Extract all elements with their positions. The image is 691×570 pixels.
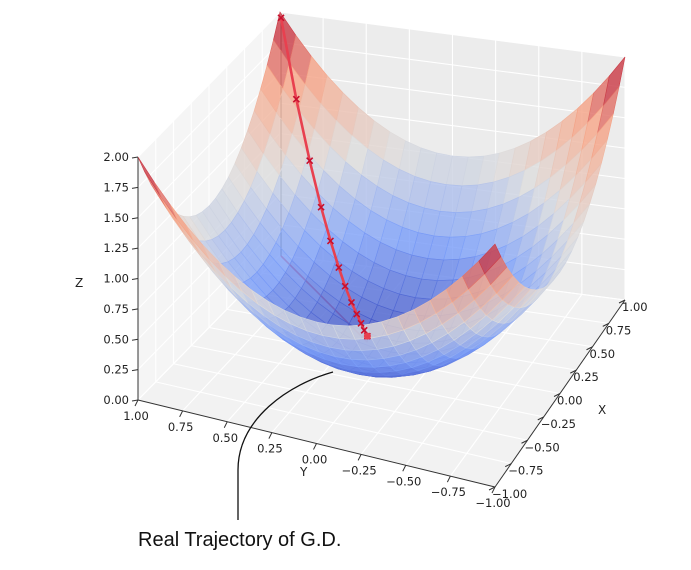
annotation-leader-line [237,371,334,520]
y-tick-label: −1.00 [475,496,510,510]
y-tick-label: 0.00 [302,453,328,467]
z-tick-label: 2.00 [103,150,129,164]
z-tick-label: 1.50 [103,211,129,225]
grid-line-z-right [279,11,626,58]
x-tick-label: −0.50 [525,440,560,454]
x-tick-mark [521,439,528,444]
z-axis-label: Z [75,276,83,290]
z-tick-label: 1.25 [103,241,129,255]
gradient-descent-trajectory [277,14,371,340]
trajectory-point-marker [360,326,368,334]
y-tick-label: 0.25 [257,442,283,456]
axis-ticks: 1.00 0.75 0.50 0.25 0.00 −0.25 −0.50 −0.75 −1.00… [103,150,647,510]
x-tick-label: −1.00 [492,487,527,501]
trajectory-point-marker [357,319,365,327]
grid-line-z-right [279,72,626,119]
y-tick-label: 1.00 [123,409,149,423]
y-axis-label: Y [299,465,308,479]
trajectory-point-marker [292,95,300,103]
trajectory-point-marker [353,310,361,318]
trajectory-point-marker [335,264,343,272]
z-tick-label: 0.75 [103,302,129,316]
grid-line-z-left [137,41,281,188]
z-tick-mark [131,399,139,402]
y-tick-label: −0.50 [386,474,421,488]
x-tick-label: −0.75 [508,464,543,478]
y-tick-mark [134,399,139,407]
y-tick-mark [313,443,317,450]
z-tick-label: 0.50 [103,332,129,346]
y-tick-label: 0.75 [168,420,194,434]
trajectory-point-marker [347,298,356,307]
surface-facet [478,243,502,275]
trajectory-point-marker [326,237,335,245]
trajectory-end-point [363,332,371,340]
x-tick-mark [570,369,577,374]
loss-surface [137,11,626,378]
y-tick-mark [179,410,184,418]
grid-line-z-left [137,11,281,158]
trajectory-point-marker [341,282,349,290]
grid-line-y-floor [449,294,583,477]
y-tick-mark [223,421,228,428]
z-tick-mark [131,278,139,280]
annotation-caption: Real Trajectory of G.D. [138,529,341,551]
x-axis-label: X [598,403,606,417]
x-tick-label: 0.50 [590,347,616,361]
trajectory-point-marker [317,203,325,211]
x-tick-label: 0.25 [573,370,599,384]
y-tick-mark [491,486,496,494]
z-tick-label: 1.75 [103,180,129,194]
z-tick-mark [131,247,139,250]
y-tick-label: −0.25 [342,463,377,477]
z-tick-mark [131,308,139,311]
z-tick-mark [131,338,139,341]
z-tick-mark [131,217,139,220]
x-tick-mark [602,322,609,327]
x-tick-label: 1.00 [622,300,648,314]
x-tick-mark [505,463,512,468]
grid-line-z-right [279,41,626,88]
z-tick-mark [131,369,139,372]
trajectory-point-marker [277,14,285,22]
x-tick-mark [488,486,496,491]
z-tick-label: 1.00 [103,272,129,286]
z-tick-label: 0.00 [103,393,129,407]
x-tick-mark [553,393,561,397]
x-tick-mark [586,346,593,351]
x-tick-label: 0.75 [606,323,632,337]
y-tick-mark [357,454,362,461]
y-tick-label: 0.50 [212,431,238,445]
z-tick-mark [131,156,139,159]
y-tick-mark [402,465,407,472]
z-tick-mark [131,186,139,189]
x-tick-label: 0.00 [557,394,583,408]
z-tick-label: 0.25 [103,363,129,377]
trajectory-point-marker [306,157,314,165]
y-tick-mark [268,432,273,439]
x-tick-mark [537,416,544,421]
x-tick-label: −0.25 [541,417,576,431]
y-tick-mark [446,475,451,483]
y-tick-label: −0.75 [431,485,466,499]
x-tick-mark [618,299,626,304]
